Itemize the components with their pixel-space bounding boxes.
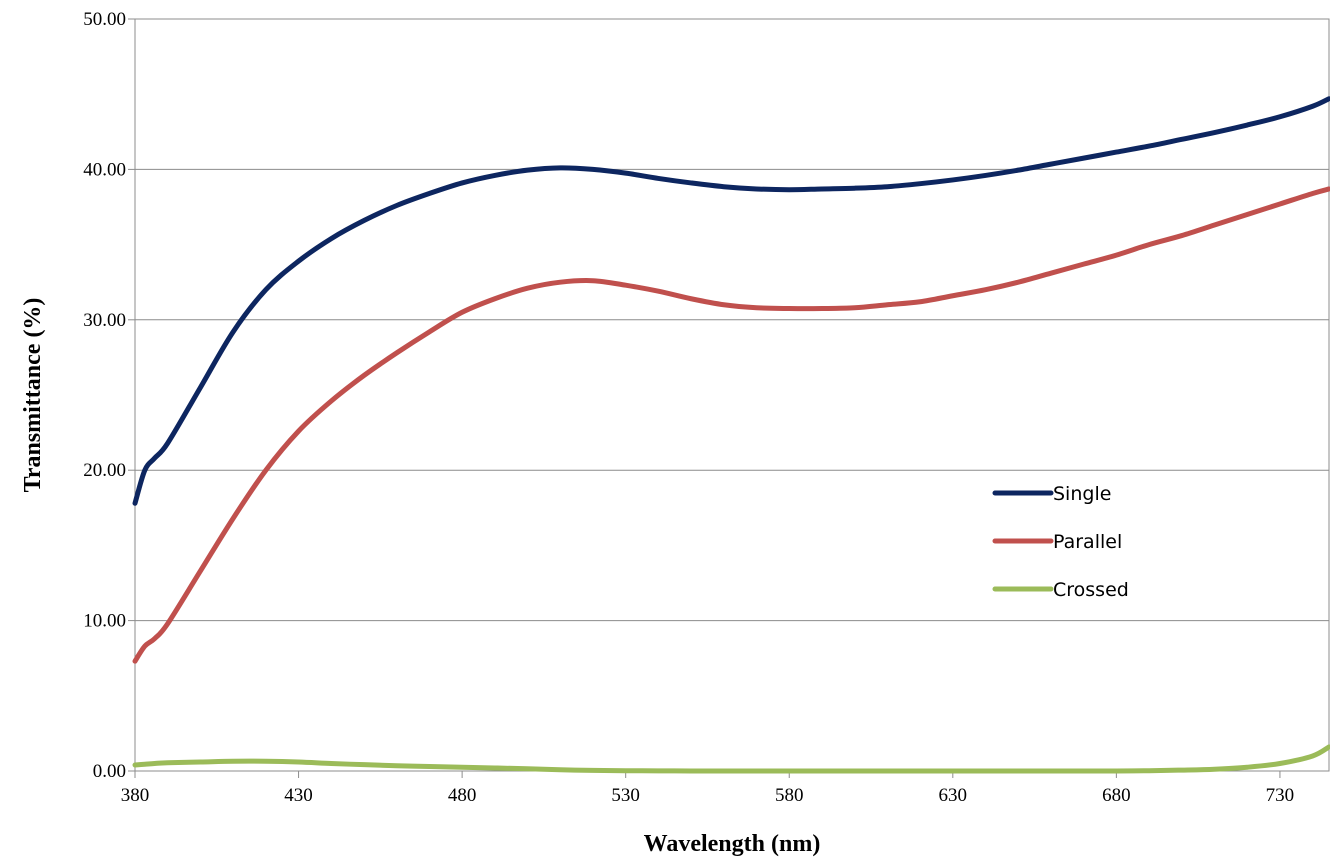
y-tick-label: 20.00 <box>83 460 126 481</box>
x-tick-label: 480 <box>448 785 477 806</box>
x-axis-ticks: 380 430 480 530 580 630 680 730 <box>121 771 1294 806</box>
y-tick-label: 50.00 <box>83 9 126 30</box>
series-line-parallel <box>132 186 1330 664</box>
y-axis-ticks: 0.00 10.00 20.00 30.00 40.00 50.00 <box>83 9 135 782</box>
legend-label-crossed: Crossed <box>1053 579 1129 601</box>
x-tick-label: 580 <box>775 785 804 806</box>
x-tick-label: 430 <box>284 785 313 806</box>
legend-label-parallel: Parallel <box>1053 531 1122 553</box>
x-tick-label: 730 <box>1266 785 1295 806</box>
y-tick-label: 30.00 <box>83 310 126 331</box>
legend-label-single: Single <box>1053 483 1111 505</box>
y-tick-label: 0.00 <box>93 761 126 782</box>
y-axis-title: Transmittance (%) <box>20 298 46 493</box>
x-axis-title: Wavelength (nm) <box>644 831 821 857</box>
x-tick-label: 680 <box>1102 785 1131 806</box>
legend: Single Parallel Crossed <box>992 483 1129 601</box>
y-tick-label: 40.00 <box>83 159 126 180</box>
series-line-crossed <box>132 744 1330 774</box>
series-line-single <box>132 96 1330 506</box>
data-series <box>132 96 1330 774</box>
plot-area-frame <box>134 18 1330 772</box>
x-tick-label: 630 <box>939 785 968 806</box>
x-tick-label: 380 <box>121 785 150 806</box>
x-tick-label: 530 <box>611 785 640 806</box>
y-tick-label: 10.00 <box>83 611 126 632</box>
gridlines <box>135 168 1329 622</box>
